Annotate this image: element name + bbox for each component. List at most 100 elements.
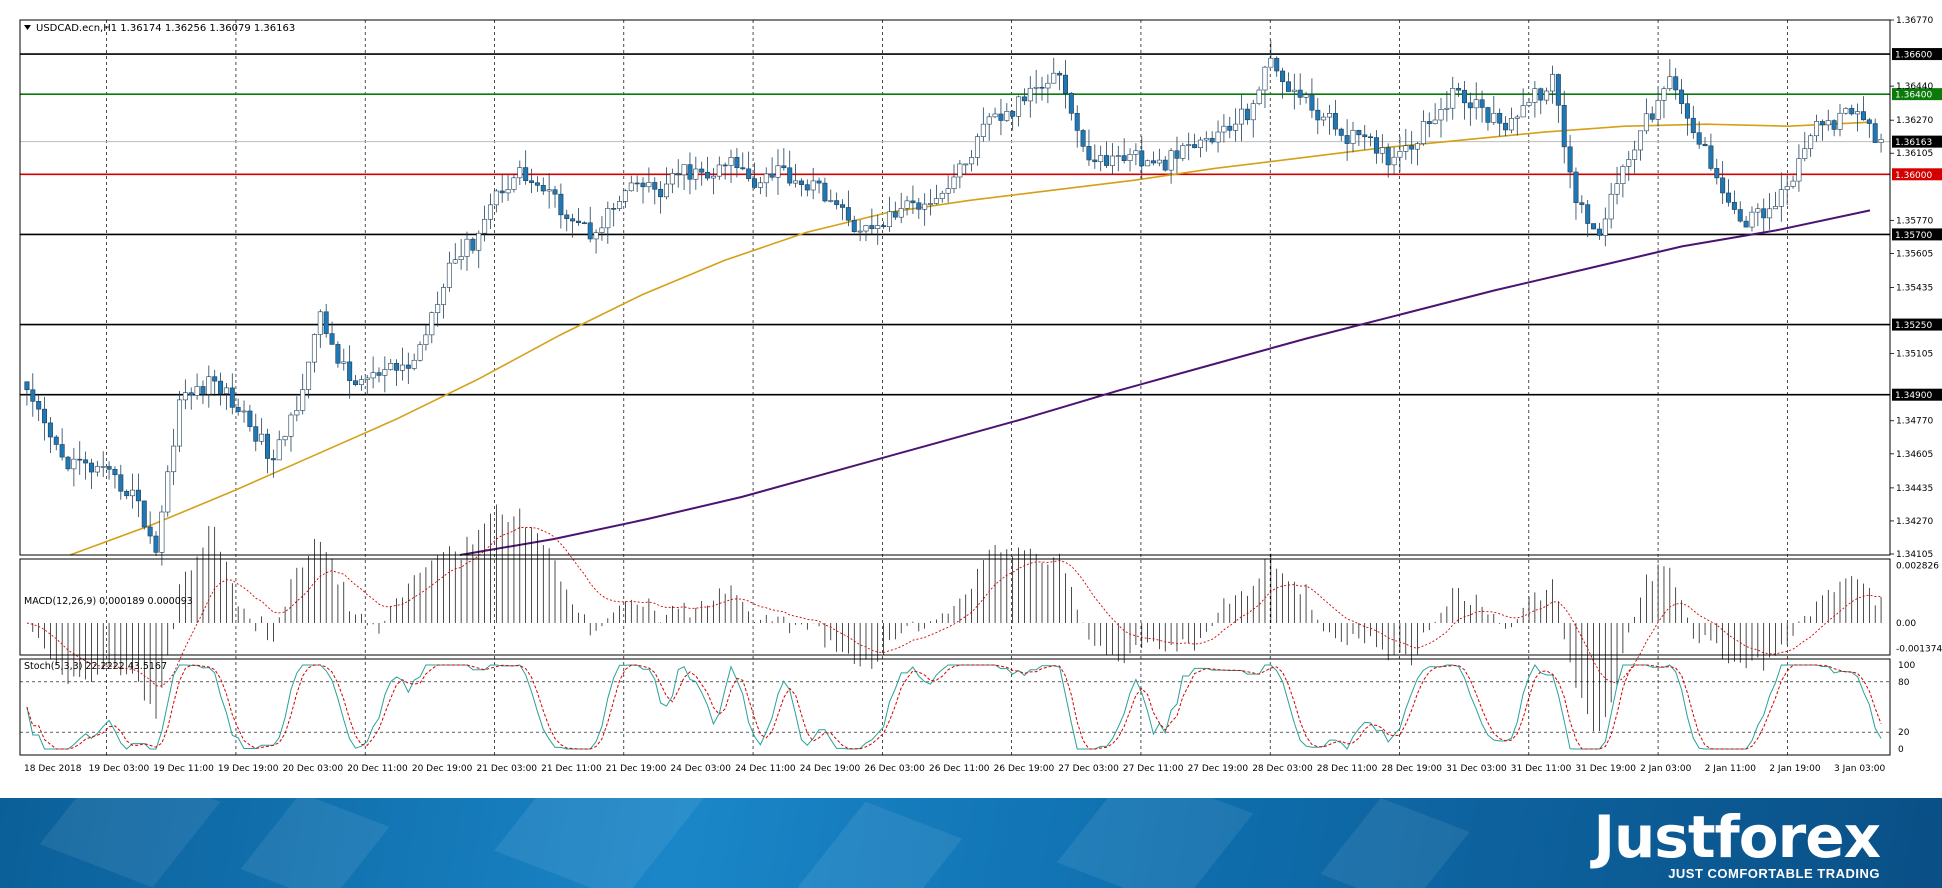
candle-body — [1391, 156, 1397, 166]
candle-body — [1532, 88, 1538, 103]
candle-body — [663, 183, 669, 198]
candle-body — [147, 526, 153, 537]
candle-body — [928, 203, 934, 205]
candle-body — [124, 490, 130, 497]
candle-body — [652, 182, 658, 190]
level-price-tag — [1892, 228, 1942, 241]
candle-body — [634, 182, 640, 185]
candle-body — [358, 379, 364, 385]
candle-body — [1767, 208, 1773, 219]
candle-body — [705, 171, 711, 179]
level-price-label: 1.36000 — [1895, 171, 1932, 181]
candle-body — [1145, 160, 1151, 167]
candle-body — [306, 361, 312, 390]
panel-frame — [19, 19, 1891, 556]
candle-body — [622, 190, 628, 202]
candle-body — [65, 456, 71, 470]
candle-body — [734, 157, 740, 168]
candle-body — [617, 201, 623, 209]
candle-body — [529, 180, 535, 184]
candle-body — [1860, 111, 1866, 121]
level-price-tag — [1892, 318, 1942, 331]
candle-body — [1778, 189, 1784, 207]
candle-body — [1115, 155, 1121, 157]
candle-body — [218, 380, 224, 394]
candle-body — [540, 185, 546, 192]
candle-body — [499, 190, 505, 194]
candle-body — [1702, 143, 1708, 147]
chart-header[interactable]: USDCAD.ecn,H1 1.36174 1.36256 1.36079 1.… — [24, 23, 295, 34]
candle-body — [36, 401, 42, 410]
price-tick-label: 1.36270 — [1896, 116, 1933, 126]
candle-body — [235, 407, 241, 412]
candle-body — [1784, 186, 1790, 191]
candle-body — [1825, 120, 1831, 126]
candle-body — [1661, 88, 1667, 101]
candle-body — [135, 489, 141, 502]
candle-body — [1409, 145, 1415, 150]
dropdown-triangle-icon[interactable] — [24, 25, 31, 30]
stoch-tick-label: 100 — [1898, 661, 1915, 671]
candle-body — [775, 165, 781, 178]
price-tick-label: 1.34270 — [1896, 517, 1933, 527]
candle-body — [1866, 119, 1872, 124]
candle-body — [752, 178, 758, 188]
candle-body — [364, 377, 370, 380]
candle-body — [1350, 130, 1356, 144]
candle-body — [1256, 89, 1262, 104]
candle-body — [611, 208, 617, 210]
candle-body — [1602, 218, 1608, 236]
time-label: 24 Dec 19:00 — [800, 764, 861, 774]
candle-body — [722, 164, 728, 167]
candle-body — [1743, 220, 1749, 228]
level-price-tag — [1892, 135, 1942, 148]
price-tick-label: 1.34435 — [1896, 484, 1933, 494]
candle-body — [188, 392, 194, 396]
candle-body — [564, 214, 570, 220]
candle-body — [311, 334, 317, 363]
candle-body — [1450, 88, 1456, 109]
time-label: 27 Dec 19:00 — [1188, 764, 1249, 774]
candle-body — [1855, 111, 1861, 115]
time-label: 27 Dec 03:00 — [1058, 764, 1119, 774]
time-label: 21 Dec 03:00 — [477, 764, 538, 774]
stoch-tick-label: 20 — [1898, 728, 1910, 738]
candle-body — [957, 163, 963, 178]
price-tick-label: 1.34105 — [1896, 550, 1933, 560]
candle-body — [1461, 89, 1467, 104]
candle-body — [875, 225, 881, 229]
candle-body — [1790, 180, 1796, 187]
brand-banner: Justforex JUST COMFORTABLE TRADING — [0, 798, 1942, 888]
candle-body — [1227, 125, 1233, 131]
price-chart: 1.36600 1.36400 1.36163 1.36000 1.35700 1.352… — [19, 16, 1942, 774]
candle-body — [1315, 109, 1321, 121]
candle-body — [452, 259, 458, 264]
candle-body — [42, 408, 48, 424]
candle-body — [881, 225, 887, 228]
candle-body — [1755, 208, 1761, 213]
macd-tick-label: 0.002826 — [1896, 562, 1939, 572]
candle-body — [435, 304, 441, 313]
candle-body — [1726, 192, 1732, 203]
candle-body — [575, 220, 581, 224]
time-label: 27 Dec 11:00 — [1123, 764, 1184, 774]
candle-body — [106, 466, 112, 470]
candle-body — [1192, 144, 1198, 148]
price-tick-label: 1.35435 — [1896, 284, 1933, 294]
candle-body — [687, 164, 693, 180]
candle-body — [716, 164, 722, 177]
candle-body — [1039, 86, 1045, 89]
candle-body — [1239, 108, 1245, 125]
candle-body — [1626, 159, 1632, 167]
candle-body — [646, 182, 652, 188]
candle-body — [200, 386, 206, 395]
candle-body — [1385, 147, 1391, 166]
candle-body — [1679, 89, 1685, 104]
candle-body — [1579, 202, 1585, 205]
candle-body — [534, 182, 540, 186]
candle-body — [317, 311, 323, 335]
candles — [24, 40, 1884, 566]
candle-body — [1016, 96, 1022, 117]
candle-body — [282, 435, 288, 441]
candle-body — [1497, 112, 1503, 124]
